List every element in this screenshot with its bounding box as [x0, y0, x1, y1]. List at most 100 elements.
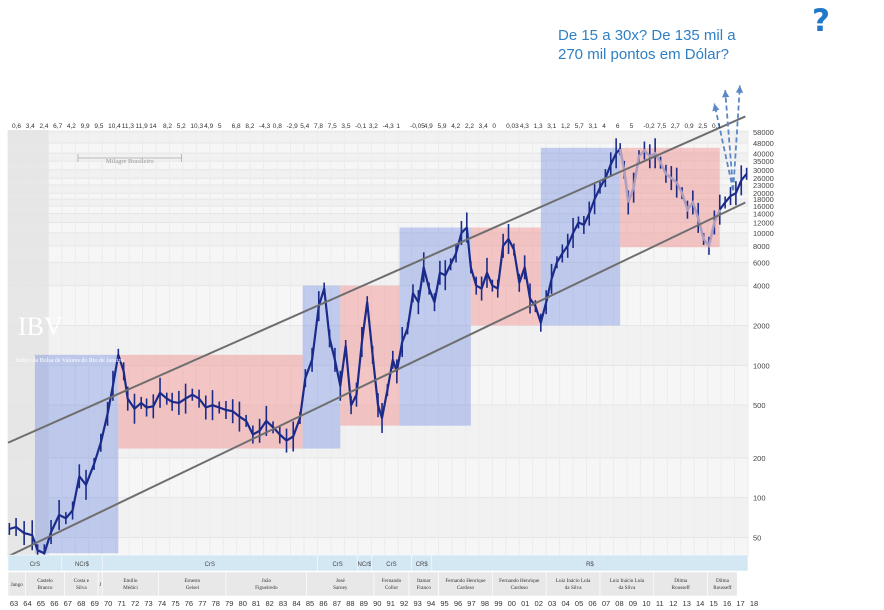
top-value-label: 2,2: [465, 123, 474, 130]
president-label: Luiz Inácio Lula da Silva: [610, 578, 645, 591]
x-tick-label: 84: [292, 599, 300, 608]
y-tick-label: 50: [753, 534, 761, 543]
president-cell: [101, 571, 159, 597]
x-tick-label: 83: [279, 599, 287, 608]
x-tick-label: 74: [158, 599, 166, 608]
x-tick-label: 88: [346, 599, 354, 608]
x-tick-label: 13: [683, 599, 691, 608]
president-label: Emílio Médici: [123, 578, 138, 591]
callout-line-1: De 15 a 30x? De 135 mil a: [558, 27, 736, 44]
y-tick-label: 8000: [753, 242, 770, 251]
grid-band: [8, 325, 748, 366]
x-tick-label: 99: [494, 599, 502, 608]
top-value-label: 6: [616, 123, 620, 130]
currency-label: CrS: [205, 562, 215, 568]
top-value-label: 3,4: [479, 123, 488, 130]
president-label-line: José: [336, 578, 346, 584]
x-tick-label: 75: [171, 599, 179, 608]
president-cell: [373, 571, 410, 597]
x-tick-label: 96: [454, 599, 462, 608]
grid-band: [8, 131, 748, 143]
x-tick-label: 00: [508, 599, 516, 608]
president-label-line: Cardoso: [457, 585, 475, 591]
x-tick-label: 77: [198, 599, 206, 608]
president-label-line: Rousseff: [713, 584, 732, 591]
x-tick-label: 69: [91, 599, 99, 608]
y-tick-label: 1000: [753, 361, 770, 370]
ibv-subtitle: Índice da Bolsa de Valores do Rio de Jan…: [16, 356, 124, 364]
x-tick-label: 18: [750, 599, 758, 608]
top-value-label: 2,5: [698, 123, 707, 130]
x-tick-label: 72: [131, 599, 139, 608]
y-tick-label: 48000: [753, 139, 774, 148]
top-value-label: 4,2: [67, 123, 76, 130]
top-value-label: 10,3: [190, 123, 203, 130]
president-cell: [545, 571, 601, 597]
y-tick-label: 6000: [753, 258, 770, 267]
bear-phase-box: [340, 285, 400, 426]
projection-arrowhead: [735, 85, 744, 93]
top-value-label: 9,9: [81, 123, 90, 130]
top-value-label: 4,3: [520, 123, 529, 130]
y-tick-label: 2000: [753, 321, 770, 330]
president-cell: [438, 571, 493, 597]
currency-label: CrS: [386, 562, 396, 568]
top-value-label: 3,1: [547, 123, 556, 130]
top-value-label: 5: [218, 123, 222, 130]
president-label-line: Figueiredo: [255, 585, 278, 591]
top-value-label: -0,05: [410, 123, 425, 130]
x-tick-label: 67: [64, 599, 72, 608]
top-value-label: 0,8: [273, 123, 282, 130]
top-values-row: 0,6 3,4 2,4 6,7 4,2 9,9 9,5 10,4 11,3 11,9 14 8,2 5,…: [12, 123, 721, 130]
currency-label: NCr$: [358, 562, 373, 568]
president-label: Fernando Henrique Cardoso: [445, 578, 486, 591]
top-value-label: 7,5: [328, 123, 337, 130]
x-tick-label: 80: [239, 599, 247, 608]
top-value-label: 11,3: [122, 123, 135, 130]
president-cell: [492, 571, 547, 597]
president-label-line: Costa e: [74, 578, 90, 584]
president-label: Castelo Branco: [37, 578, 53, 591]
x-tick-label: 85: [306, 599, 314, 608]
grid-band: [8, 213, 748, 223]
y-tick-label: 18000: [753, 195, 774, 204]
top-value-label: -0,2: [643, 123, 655, 130]
x-tick-label: 05: [575, 599, 583, 608]
top-value-label: -4,3: [259, 123, 271, 130]
projection-arrows: [712, 85, 744, 191]
x-tick-label: 68: [77, 599, 85, 608]
currency-label: R$: [586, 562, 594, 568]
top-value-label: 11,9: [136, 123, 149, 130]
president-cell: [408, 571, 439, 597]
x-tick-label: 73: [144, 599, 152, 608]
president-label-line: Fernando: [382, 578, 402, 584]
president-label-line: Castelo: [37, 578, 53, 584]
top-value-label: 8,2: [163, 123, 172, 130]
x-tick-label: 71: [117, 599, 125, 608]
president-label-line: Ernesto: [184, 578, 200, 584]
top-value-label: 5,9: [437, 123, 446, 130]
president-cell: [64, 571, 99, 597]
top-value-label: 0,6: [12, 123, 21, 130]
president-label-line: Silva: [76, 585, 87, 591]
president-label-line: Dilma: [674, 578, 688, 584]
president-label: Itamar Franco: [417, 578, 432, 591]
projection-arrowhead: [712, 103, 720, 112]
x-tick-label: 82: [265, 599, 273, 608]
top-value-label: 0,03: [506, 123, 519, 130]
y-tick-label: 40000: [753, 149, 774, 158]
top-value-label: 1: [396, 123, 400, 130]
x-tick-label: 17: [736, 599, 744, 608]
trend-channel: [7, 115, 746, 558]
y-tick-label: 200: [753, 454, 766, 463]
channel-upper-line: [7, 115, 746, 444]
top-value-label: 14: [149, 123, 157, 130]
president-label: J: [99, 582, 101, 588]
president-label-line: Cardoso: [511, 585, 529, 591]
top-value-label: 3,5: [341, 123, 350, 130]
bear-phase-box: [620, 147, 720, 248]
x-tick-label: 94: [427, 599, 435, 608]
x-tick-label: 90: [373, 599, 381, 608]
president-label-line: Itamar: [417, 578, 431, 584]
